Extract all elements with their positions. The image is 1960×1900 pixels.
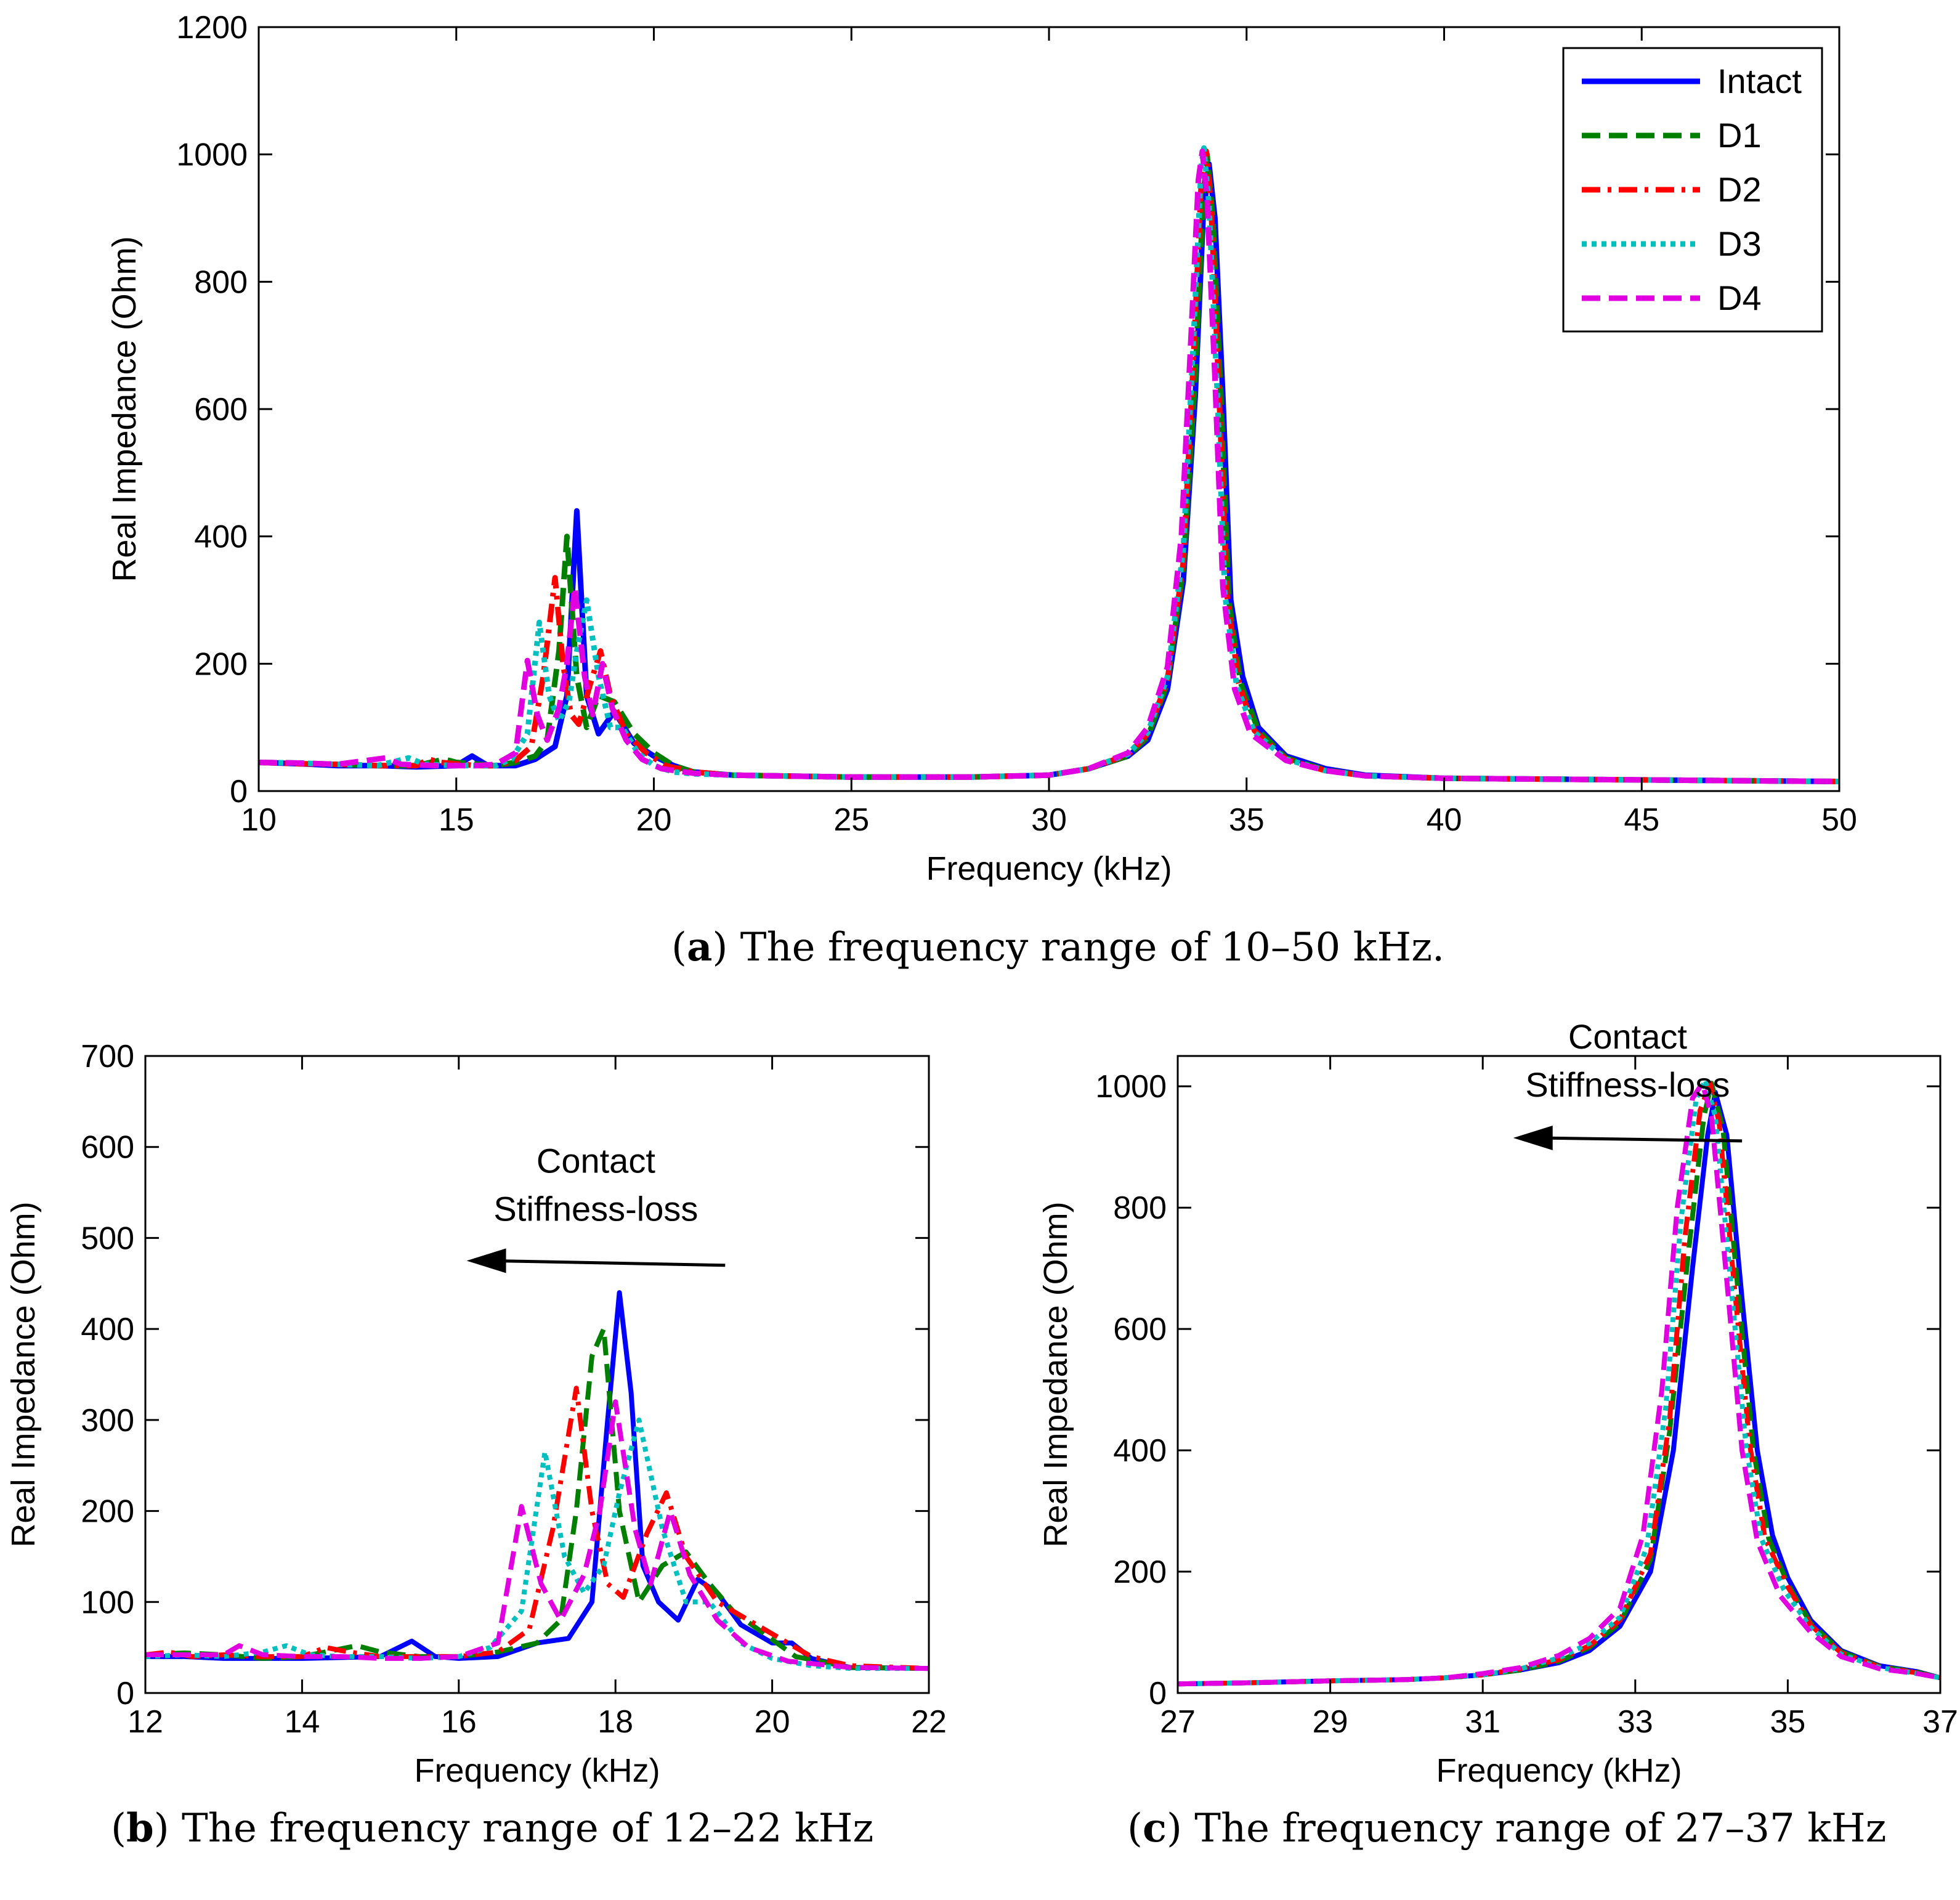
x-axis-label: Frequency (kHz) [1436, 1752, 1682, 1789]
x-axis-label: Frequency (kHz) [926, 850, 1172, 887]
x-tick-label: 20 [755, 1704, 790, 1740]
y-axis-label: Real Impedance (Ohm) [1037, 1201, 1074, 1547]
annotation-arrow-shaft [1537, 1136, 1743, 1143]
x-tick-label: 50 [1821, 802, 1857, 838]
x-tick-label: 14 [284, 1704, 320, 1740]
series-line-d2 [145, 1386, 929, 1671]
y-tick-label: 100 [81, 1585, 134, 1620]
x-tick-label: 35 [1229, 802, 1265, 838]
x-tick-label: 15 [439, 802, 474, 838]
caption-c-letter: c [1142, 1805, 1167, 1851]
caption-c-text: The frequency range of 27–37 kHz [1181, 1806, 1887, 1851]
y-tick-label: 300 [81, 1403, 134, 1439]
y-tick-label: 1000 [176, 137, 248, 173]
legend-label-d2: D2 [1717, 170, 1762, 209]
y-tick-label: 0 [1149, 1676, 1167, 1711]
x-tick-label: 40 [1427, 802, 1462, 838]
x-tick-label: 35 [1770, 1704, 1805, 1740]
series-line-d3 [145, 1417, 929, 1671]
y-tick-label: 200 [194, 646, 248, 682]
annotation-arrow-shaft [491, 1259, 726, 1267]
legend-label-intact: Intact [1717, 62, 1802, 100]
x-tick-label: 37 [1922, 1704, 1958, 1740]
caption-b-letter: b [126, 1805, 154, 1851]
y-tick-label: 600 [81, 1130, 134, 1166]
x-axis-label: Frequency (kHz) [414, 1752, 660, 1789]
x-tick-label: 20 [636, 802, 672, 838]
y-tick-label: 800 [1113, 1190, 1167, 1226]
x-tick-label: 30 [1031, 802, 1067, 838]
annotation-text: Stiffness-loss [1525, 1065, 1730, 1104]
series-line-intact [1178, 1090, 1940, 1687]
annotation-arrow-head [466, 1248, 506, 1273]
annotation-text: Contact [1568, 1017, 1687, 1056]
series-line-intact [145, 1290, 929, 1671]
x-tick-label: 25 [833, 802, 869, 838]
x-tick-label: 29 [1313, 1704, 1348, 1740]
caption-a-text: The frequency range of 10–50 kHz. [727, 925, 1445, 970]
y-axis-label: Real Impedance (Ohm) [106, 236, 143, 582]
caption-b-text: The frequency range of 12–22 kHz [169, 1806, 874, 1851]
series-line-d4 [1178, 1081, 1940, 1687]
annotation-text: Stiffness-loss [493, 1190, 698, 1228]
series-line-d1 [145, 1326, 929, 1671]
y-tick-label: 800 [194, 264, 248, 300]
chart-panel-c: 27 29 31 33 35 37 0 200 400 600 800 1000 Frequency (… [1037, 1017, 1958, 1789]
x-tick-label: 12 [128, 1704, 163, 1740]
caption-b: (b) The frequency range of 12–22 kHz [111, 1805, 874, 1851]
y-tick-label: 400 [81, 1312, 134, 1347]
plot-frame [144, 1055, 930, 1694]
y-tick-label: 500 [81, 1220, 134, 1256]
y-tick-label: 400 [1113, 1433, 1167, 1469]
y-tick-label: 400 [194, 519, 248, 555]
series-line-d2 [1178, 1081, 1940, 1687]
y-tick-label: 200 [1113, 1554, 1167, 1590]
x-tick-label: 18 [597, 1704, 633, 1740]
legend-label-d4: D4 [1717, 278, 1762, 317]
caption-a: (a) The frequency range of 10–50 kHz. [671, 924, 1445, 970]
y-tick-label: 1000 [1095, 1069, 1167, 1105]
annotation-arrow-head [1513, 1125, 1553, 1150]
x-tick-label: 27 [1160, 1704, 1196, 1740]
legend-label-d3: D3 [1717, 224, 1762, 263]
series-line-d4 [145, 1399, 929, 1671]
y-tick-label: 600 [1113, 1312, 1167, 1347]
x-tick-label: 16 [441, 1704, 477, 1740]
y-tick-label: 600 [194, 392, 248, 428]
annotation-text: Contact [537, 1142, 655, 1180]
chart-panel-a: 10 15 20 25 30 35 40 45 50 0 200 400 600 800 1000 1200 F… [106, 10, 1857, 887]
caption-c: (c) The frequency range of 27–37 kHz [1127, 1805, 1887, 1851]
plot-frame [1176, 1055, 1942, 1694]
x-tick-label: 33 [1618, 1704, 1653, 1740]
y-tick-label: 700 [81, 1039, 134, 1074]
series-line-d3 [1178, 1078, 1940, 1687]
x-tick-label: 31 [1465, 1704, 1500, 1740]
x-tick-label: 10 [241, 802, 277, 838]
y-tick-label: 0 [116, 1676, 134, 1711]
x-tick-label: 22 [911, 1704, 947, 1740]
legend-label-d1: D1 [1717, 116, 1762, 155]
y-tick-label: 200 [81, 1494, 134, 1530]
chart-panel-b: 12 14 16 18 20 22 0 100 200 300 400 500 600 700 Freque… [5, 1039, 947, 1789]
series-line-d4 [259, 148, 1839, 784]
series-line-d1 [1178, 1081, 1940, 1687]
y-tick-label: 0 [230, 774, 248, 810]
y-tick-label: 1200 [176, 10, 248, 46]
caption-a-letter: a [686, 924, 713, 970]
x-tick-label: 45 [1624, 802, 1659, 838]
y-axis-label: Real Impedance (Ohm) [5, 1201, 42, 1547]
